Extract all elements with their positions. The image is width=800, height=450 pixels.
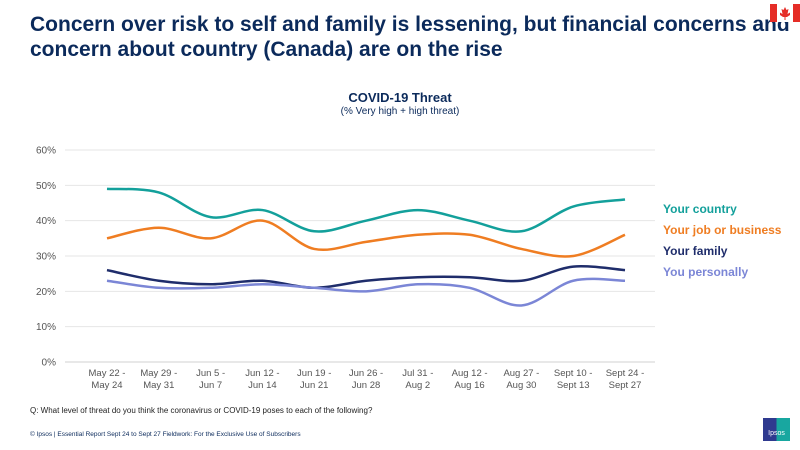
y-tick-label: 30% [36,252,56,263]
x-tick-label: Aug 16 [455,380,485,391]
slide-title: Concern over risk to self and family is … [30,13,790,61]
legend-item: Your family [663,244,728,258]
canada-flag-icon [770,4,800,22]
chart-title: COVID-19 Threat [348,90,452,105]
x-tick-label: Aug 30 [506,380,536,391]
x-tick-label: Sept 10 - [554,368,593,379]
x-tick-label: Jun 19 - [297,368,331,379]
x-tick-label: Jun 12 - [245,368,279,379]
x-tick-label: Jul 31 - [402,368,433,379]
x-tick-label: May 22 - [89,368,126,379]
question-footnote: Q: What level of threat do you think the… [30,406,373,415]
x-tick-label: Sept 24 - [606,368,645,379]
y-tick-label: 20% [36,287,56,298]
ipsos-logo: Ipsos [763,418,790,441]
y-tick-label: 0% [42,358,57,369]
x-tick-label: Jun 7 [199,380,222,391]
chart-subtitle: (% Very high + high threat) [340,106,460,117]
x-tick-label: Jun 5 - [196,368,225,379]
x-tick-label: Jun 26 - [349,368,383,379]
y-tick-label: 50% [36,181,56,192]
x-tick-label: Aug 27 - [503,368,539,379]
y-tick-label: 10% [36,322,56,333]
x-tick-label: Sept 13 [557,380,590,391]
footer-text: © Ipsos | Essential Report Sept 24 to Se… [30,431,301,438]
series-line-your-job-or-business [106,219,626,258]
x-tick-label: Jun 28 [352,380,381,391]
x-tick-label: May 24 [91,380,122,391]
x-tick-label: Aug 2 [405,380,430,391]
y-tick-label: 60% [36,146,56,157]
legend-item: Your job or business [663,223,782,237]
series-line-your-country [106,187,626,233]
x-tick-label: Jun 21 [300,380,329,391]
series-line-your-family [106,264,626,290]
x-tick-label: May 31 [143,380,174,391]
legend-item: You personally [663,265,749,279]
y-tick-label: 40% [36,216,56,227]
x-tick-label: Jun 14 [248,380,277,391]
x-tick-label: May 29 - [140,368,177,379]
x-tick-label: Sept 27 [609,380,642,391]
x-tick-label: Aug 12 - [452,368,488,379]
legend-item: Your country [663,202,737,216]
line-chart: 0% 10% 20% 30% 40% 50% 60% May 22 -May 24 May 29… [36,146,655,391]
